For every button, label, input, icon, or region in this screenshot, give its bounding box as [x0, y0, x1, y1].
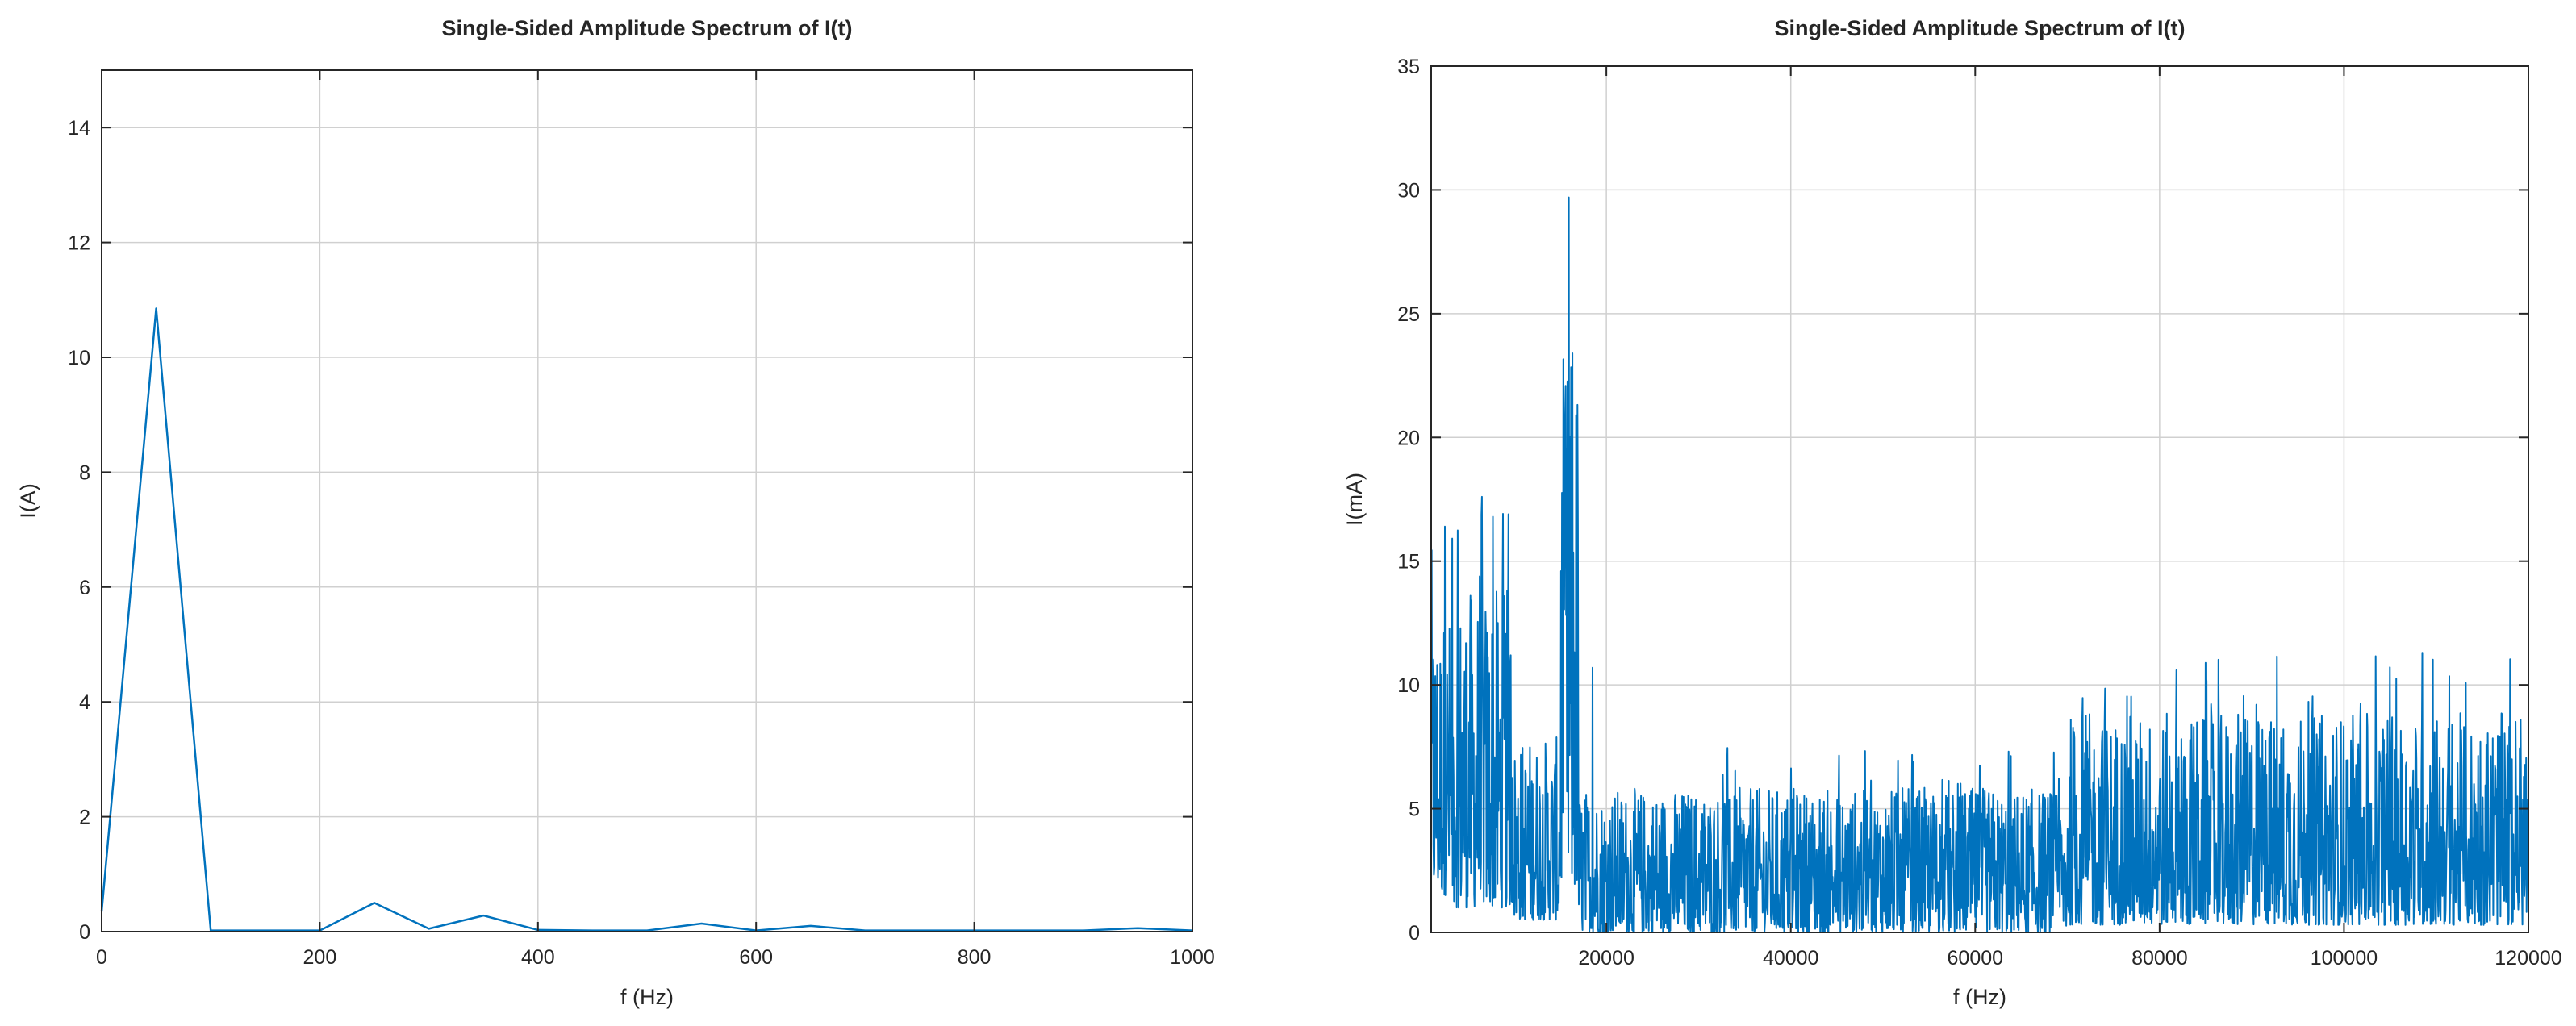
y-tick-label: 14 — [68, 117, 90, 140]
axes-frame — [101, 69, 1193, 932]
y-tick-label: 35 — [1397, 56, 1420, 78]
ticks: 0 200 400 600 800 1000 0 2 4 6 8 10 12 14 — [68, 70, 1215, 969]
x-tick-label: 400 — [521, 946, 555, 969]
x-tick-label: 120000 — [2495, 947, 2561, 970]
series-line-layer — [100, 307, 1193, 932]
x-tick-label: 100000 — [2311, 947, 2378, 970]
y-tick-label: 10 — [1397, 674, 1420, 697]
axes-frame — [1430, 65, 2529, 933]
x-tick-label: 20000 — [1578, 947, 1635, 970]
y-tick-label: 20 — [1397, 427, 1420, 449]
series-line — [1430, 196, 2529, 933]
right-chart: Single-Sided Amplitude Spectrum of I(t) … — [1342, 16, 2562, 1009]
y-tick-label: 12 — [68, 232, 90, 255]
x-tick-label: 60000 — [1948, 947, 2004, 970]
series-line — [100, 307, 1193, 932]
x-tick-label: 600 — [739, 946, 773, 969]
left-chart: Single-Sided Amplitude Spectrum of I(t) … — [16, 16, 1215, 1009]
y-axis-label: I(mA) — [1342, 473, 1367, 526]
grid — [102, 70, 1192, 932]
x-tick-label: 1000 — [1170, 946, 1215, 969]
x-axis-label: f (Hz) — [1953, 985, 2006, 1009]
x-axis-label: f (Hz) — [620, 985, 674, 1009]
y-tick-label: 30 — [1397, 179, 1420, 202]
x-tick-label: 800 — [958, 946, 992, 969]
y-tick-label: 2 — [79, 807, 90, 829]
y-tick-label: 15 — [1397, 551, 1420, 573]
chart-title: Single-Sided Amplitude Spectrum of I(t) — [1774, 16, 2185, 40]
series-line-layer — [1430, 196, 2529, 933]
y-tick-label: 10 — [68, 347, 90, 369]
x-tick-label: 200 — [303, 946, 337, 969]
y-tick-label: 6 — [79, 577, 90, 599]
chart-title: Single-Sided Amplitude Spectrum of I(t) — [441, 16, 852, 40]
y-axis-label: I(A) — [16, 483, 40, 519]
x-tick-label: 80000 — [2131, 947, 2188, 970]
y-tick-label: 4 — [79, 691, 90, 714]
y-tick-label: 8 — [79, 461, 90, 484]
y-tick-label: 25 — [1397, 303, 1420, 326]
y-tick-label: 0 — [1409, 922, 1420, 945]
x-tick-label: 40000 — [1763, 947, 1819, 970]
y-tick-label: 0 — [79, 921, 90, 944]
ticks: 20000 40000 60000 80000 100000 120000 0 5 10 15 20… — [1397, 56, 2562, 970]
y-tick-label: 5 — [1409, 799, 1420, 821]
x-tick-label: 0 — [96, 946, 107, 969]
